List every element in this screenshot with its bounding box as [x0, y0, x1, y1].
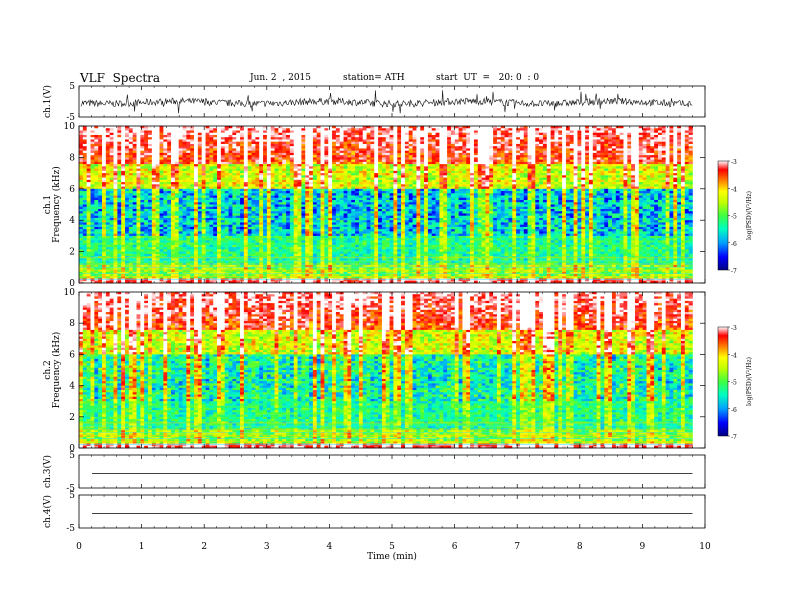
x-tick-label: 10: [699, 542, 711, 552]
spectrogram-image: [79, 126, 693, 284]
y-tick-label: 6: [69, 185, 75, 195]
chart-title: VLF Spectra: [80, 71, 160, 85]
panel-frame: [78, 494, 706, 529]
x-tick-label: 8: [577, 542, 583, 552]
panel-frame: [78, 454, 706, 489]
y-tick-label: 8: [69, 319, 75, 329]
y-tick-label: 5: [69, 451, 75, 461]
x-tick-label: 2: [201, 542, 207, 552]
y-tick-label: -5: [66, 524, 75, 534]
x-axis-label: Time (min): [367, 551, 417, 562]
y-tick-label: 5: [69, 82, 75, 92]
colorbar-label: log(PSD)(V²/Hz): [746, 357, 753, 406]
y-axis-label: Frequency (kHz): [51, 166, 62, 243]
y-tick-label: 4: [69, 382, 75, 392]
y-tick-label: 8: [69, 153, 75, 163]
panel-frame: [78, 85, 706, 118]
x-tick-label: 7: [514, 542, 520, 552]
colorbar-tick-label: -5: [731, 380, 737, 387]
station-label: station= ATH: [343, 73, 405, 83]
x-tick-label: 1: [139, 542, 145, 552]
x-tick-label: 0: [76, 542, 82, 552]
y-tick-label: 10: [64, 122, 76, 132]
y-axis-label: ch.1(V): [42, 85, 53, 118]
y-axis-label: ch.1: [43, 195, 53, 214]
colorbar-label: log(PSD)(V²/Hz): [746, 191, 753, 240]
colorbar-tick-label: -4: [731, 352, 737, 359]
y-tick-label: 5: [69, 491, 75, 501]
colorbar-tick-label: -3: [731, 325, 737, 332]
colorbar: [717, 326, 729, 437]
y-tick-label: 2: [69, 413, 75, 423]
y-tick-label: 4: [69, 216, 75, 226]
colorbar-tick-label: -6: [731, 241, 737, 248]
y-tick-label: 0: [69, 444, 75, 454]
x-tick-label: 4: [327, 542, 333, 552]
y-axis-label: ch.3(V): [42, 455, 53, 488]
x-tick-label: 9: [640, 542, 646, 552]
spectrogram-image: [79, 292, 693, 449]
y-tick-label: 6: [69, 350, 75, 360]
ch1-waveform-line: [80, 90, 693, 114]
colorbar: [717, 160, 729, 271]
y-tick-label: -5: [66, 113, 75, 123]
y-axis-label: ch.4(V): [42, 495, 53, 528]
colorbar-tick-label: -3: [731, 159, 737, 166]
colorbar-tick-label: -5: [731, 214, 737, 221]
date-label: Jun. 2 , 2015: [250, 73, 311, 83]
colorbar-tick-label: -6: [731, 407, 737, 414]
colorbar-tick-label: -7: [731, 434, 737, 441]
y-tick-label: 2: [69, 248, 75, 258]
x-tick-label: 3: [264, 542, 270, 552]
y-axis-label: ch.2: [43, 360, 53, 379]
start-time-label: start UT = 20: 0 : 0: [436, 73, 539, 83]
x-tick-label: 5: [389, 542, 395, 552]
colorbar-tick-label: -7: [731, 268, 737, 275]
y-axis-label: Frequency (kHz): [51, 332, 62, 409]
y-tick-label: 0: [69, 279, 75, 289]
y-tick-label: -5: [66, 484, 75, 494]
colorbar-tick-label: -4: [731, 186, 737, 193]
y-tick-label: 10: [64, 288, 76, 298]
x-tick-label: 6: [452, 542, 458, 552]
